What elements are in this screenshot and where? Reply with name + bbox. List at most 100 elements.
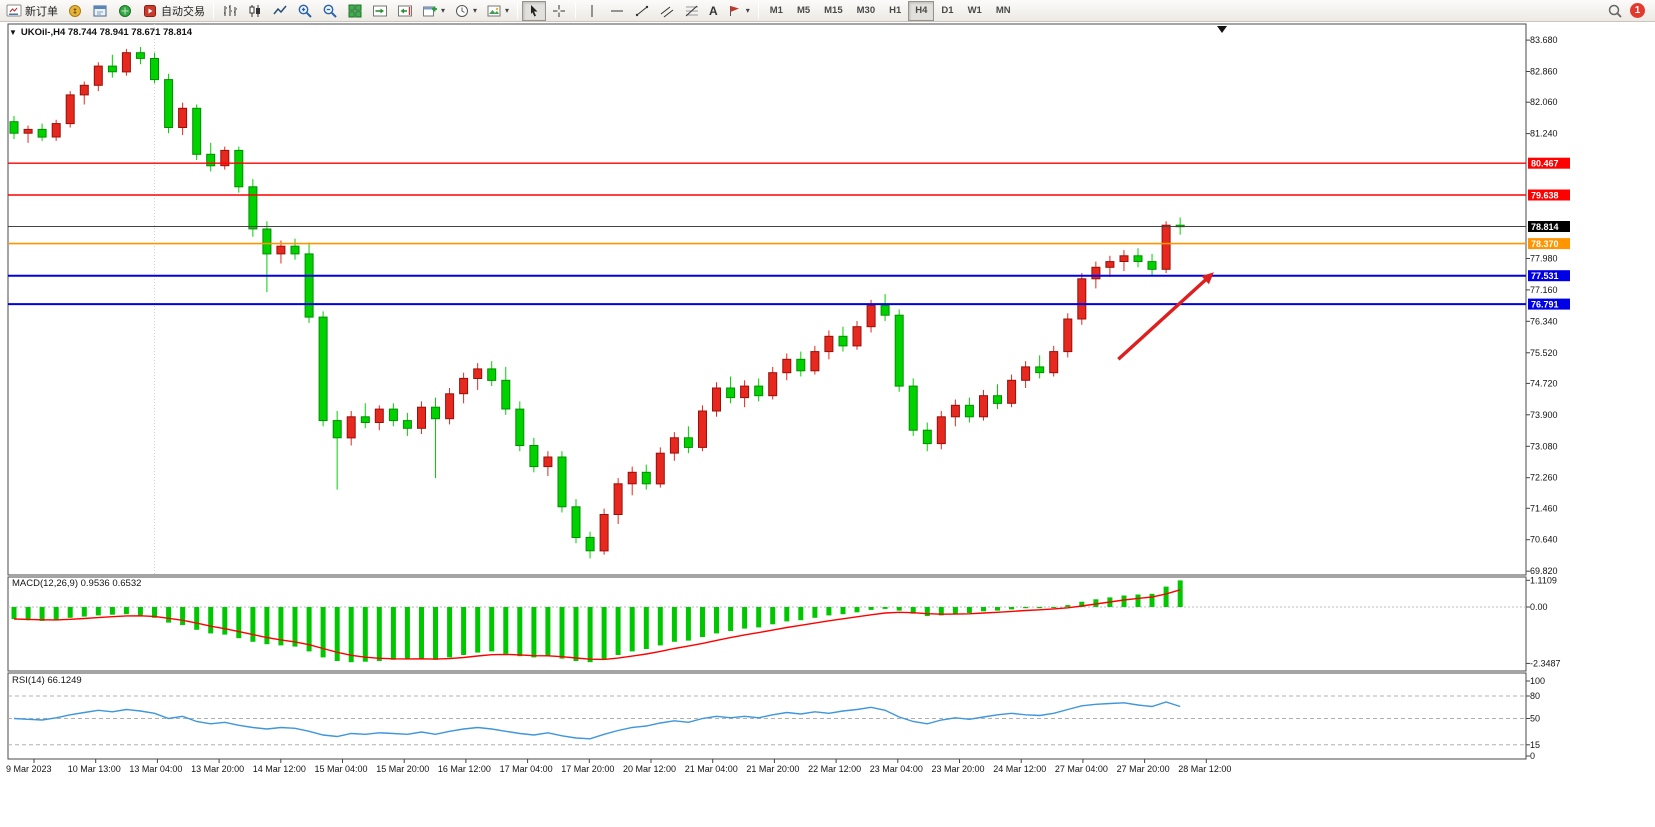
chart-shift-marker[interactable]	[1217, 26, 1227, 33]
new-chart-icon	[423, 6, 437, 16]
rsi-pane[interactable]: 100 80 50 150	[8, 676, 1545, 761]
toolbar-separator	[213, 2, 214, 19]
svg-text:20 Mar 12:00: 20 Mar 12:00	[623, 764, 676, 774]
timeframe-label: M15	[824, 5, 843, 16]
svg-text:77.531: 77.531	[1531, 271, 1559, 281]
macd-label: MACD(12,26,9) 0.9536 0.6532	[12, 578, 142, 589]
timeframe-w1-button[interactable]: W1	[961, 1, 989, 21]
horizontal-line-icon	[611, 10, 624, 11]
main-toolbar: 新订单 自动交易 ▾ ▾ ▾ A ▾ M1 M5	[0, 0, 1655, 22]
period-button[interactable]: ▾	[450, 1, 481, 21]
svg-text:15 Mar 04:00: 15 Mar 04:00	[315, 764, 368, 774]
data-window-button[interactable]	[88, 1, 112, 21]
caret-down-icon: ▾	[441, 5, 446, 15]
timeframe-h1-button[interactable]: H1	[882, 1, 908, 21]
toolbar-separator	[517, 2, 519, 19]
timeframe-label: H1	[889, 5, 902, 16]
zoom-out-icon	[323, 4, 337, 18]
timeframe-group: M1 M5 M15 M30 H1 H4 D1 W1 MN	[763, 0, 1018, 21]
svg-text:81.240: 81.240	[1530, 129, 1558, 139]
svg-text:69.820: 69.820	[1530, 566, 1558, 576]
svg-text:78.370: 78.370	[1531, 239, 1559, 249]
svg-text:70.640: 70.640	[1530, 535, 1558, 545]
candlestick-chart-button[interactable]	[243, 1, 267, 21]
navigator-button[interactable]	[113, 1, 137, 21]
svg-text:73.080: 73.080	[1530, 441, 1558, 451]
crosshair-button[interactable]	[547, 1, 571, 21]
zoom-out-button[interactable]	[318, 1, 342, 21]
svg-text:24 Mar 12:00: 24 Mar 12:00	[993, 764, 1046, 774]
search-button[interactable]	[1603, 1, 1627, 21]
svg-text:100: 100	[1530, 676, 1545, 686]
text-tool-label: A	[709, 3, 718, 18]
vertical-line-button[interactable]	[580, 1, 604, 21]
notification-badge[interactable]: 1	[1630, 3, 1645, 18]
timeframe-label: M30	[856, 5, 876, 16]
timeframe-mn-button[interactable]: MN	[989, 1, 1018, 21]
timeframe-d1-button[interactable]: D1	[934, 1, 960, 21]
channel-button[interactable]	[655, 1, 679, 21]
timeframe-m1-button[interactable]: M1	[763, 1, 790, 21]
channel-icon	[660, 6, 674, 17]
svg-text:77.160: 77.160	[1530, 285, 1558, 295]
auto-trading-button[interactable]: 自动交易	[138, 1, 209, 21]
text-tool-button[interactable]: A	[705, 1, 722, 21]
timeframe-label: M1	[769, 5, 783, 16]
symbol-dropdown-icon[interactable]: ▼	[9, 28, 17, 37]
tile-windows-icon	[348, 4, 362, 17]
price-chart-canvas[interactable]: 83.680 82.860 82.060 81.240 77.980 77.160 76.3…	[0, 22, 1655, 827]
arrows-tool-button[interactable]: ▾	[723, 1, 754, 21]
chart-shift-button[interactable]	[393, 1, 417, 21]
fibonacci-button[interactable]	[680, 1, 704, 21]
zoom-in-button[interactable]	[293, 1, 317, 21]
svg-text:10 Mar 13:00: 10 Mar 13:00	[68, 764, 121, 774]
svg-text:15 Mar 20:00: 15 Mar 20:00	[376, 764, 429, 774]
crosshair-icon	[553, 4, 566, 17]
tile-windows-button[interactable]	[343, 1, 367, 21]
svg-text:82.060: 82.060	[1530, 97, 1558, 107]
new-chart-button[interactable]: ▾	[418, 1, 449, 21]
svg-text:16 Mar 12:00: 16 Mar 12:00	[438, 764, 491, 774]
chart-shift-icon	[398, 5, 412, 16]
horizontal-line-button[interactable]	[605, 1, 629, 21]
svg-text:21 Mar 20:00: 21 Mar 20:00	[746, 764, 799, 774]
price-axis[interactable]: 83.680 82.860 82.060 81.240 77.980 77.160 76.3…	[1526, 35, 1570, 576]
auto-trading-icon	[144, 4, 156, 17]
clock-icon	[456, 4, 469, 17]
timeframe-m30-button[interactable]: M30	[850, 1, 882, 21]
svg-text:50: 50	[1530, 714, 1540, 724]
svg-text:74.720: 74.720	[1530, 378, 1558, 388]
auto-scroll-icon	[373, 5, 387, 16]
svg-text:22 Mar 12:00: 22 Mar 12:00	[808, 764, 861, 774]
search-icon	[1608, 4, 1622, 18]
toolbar-separator	[575, 2, 577, 19]
rsi-label: RSI(14) 66.1249	[12, 675, 82, 686]
candles[interactable]	[9, 47, 1185, 559]
svg-text:21 Mar 04:00: 21 Mar 04:00	[685, 764, 738, 774]
horizontal-lines[interactable]	[8, 162, 1526, 306]
timeframe-m5-button[interactable]: M5	[790, 1, 817, 21]
svg-text:76.791: 76.791	[1531, 300, 1559, 310]
line-chart-icon	[273, 5, 287, 14]
bar-chart-icon	[224, 4, 237, 16]
new-order-button[interactable]: 新订单	[2, 1, 62, 21]
timeframe-label: W1	[967, 5, 982, 16]
bar-chart-button[interactable]	[218, 1, 242, 21]
template-button[interactable]: ▾	[482, 1, 513, 21]
svg-text:13 Mar 04:00: 13 Mar 04:00	[129, 764, 182, 774]
timeframe-h4-button[interactable]: H4	[908, 0, 935, 21]
svg-text:77.980: 77.980	[1530, 254, 1558, 264]
market-watch-button[interactable]	[63, 1, 87, 21]
trendline-button[interactable]	[630, 1, 654, 21]
cursor-button[interactable]	[522, 0, 547, 21]
svg-text:73.900: 73.900	[1530, 410, 1558, 420]
fibonacci-icon	[685, 5, 699, 16]
auto-scroll-button[interactable]	[368, 1, 392, 21]
svg-text:82.860: 82.860	[1530, 67, 1558, 77]
timeframe-m15-button[interactable]: M15	[817, 1, 849, 21]
time-axis[interactable]: 9 Mar 2023 10 Mar 13:00 13 Mar 04:00 13 Mar…	[6, 759, 1231, 774]
trend-arrow-annotation[interactable]	[1117, 272, 1214, 361]
vertical-line-icon	[591, 4, 593, 17]
line-chart-button[interactable]	[268, 1, 292, 21]
macd-pane[interactable]: 1.1109 0.00 -2.3487	[8, 575, 1561, 668]
